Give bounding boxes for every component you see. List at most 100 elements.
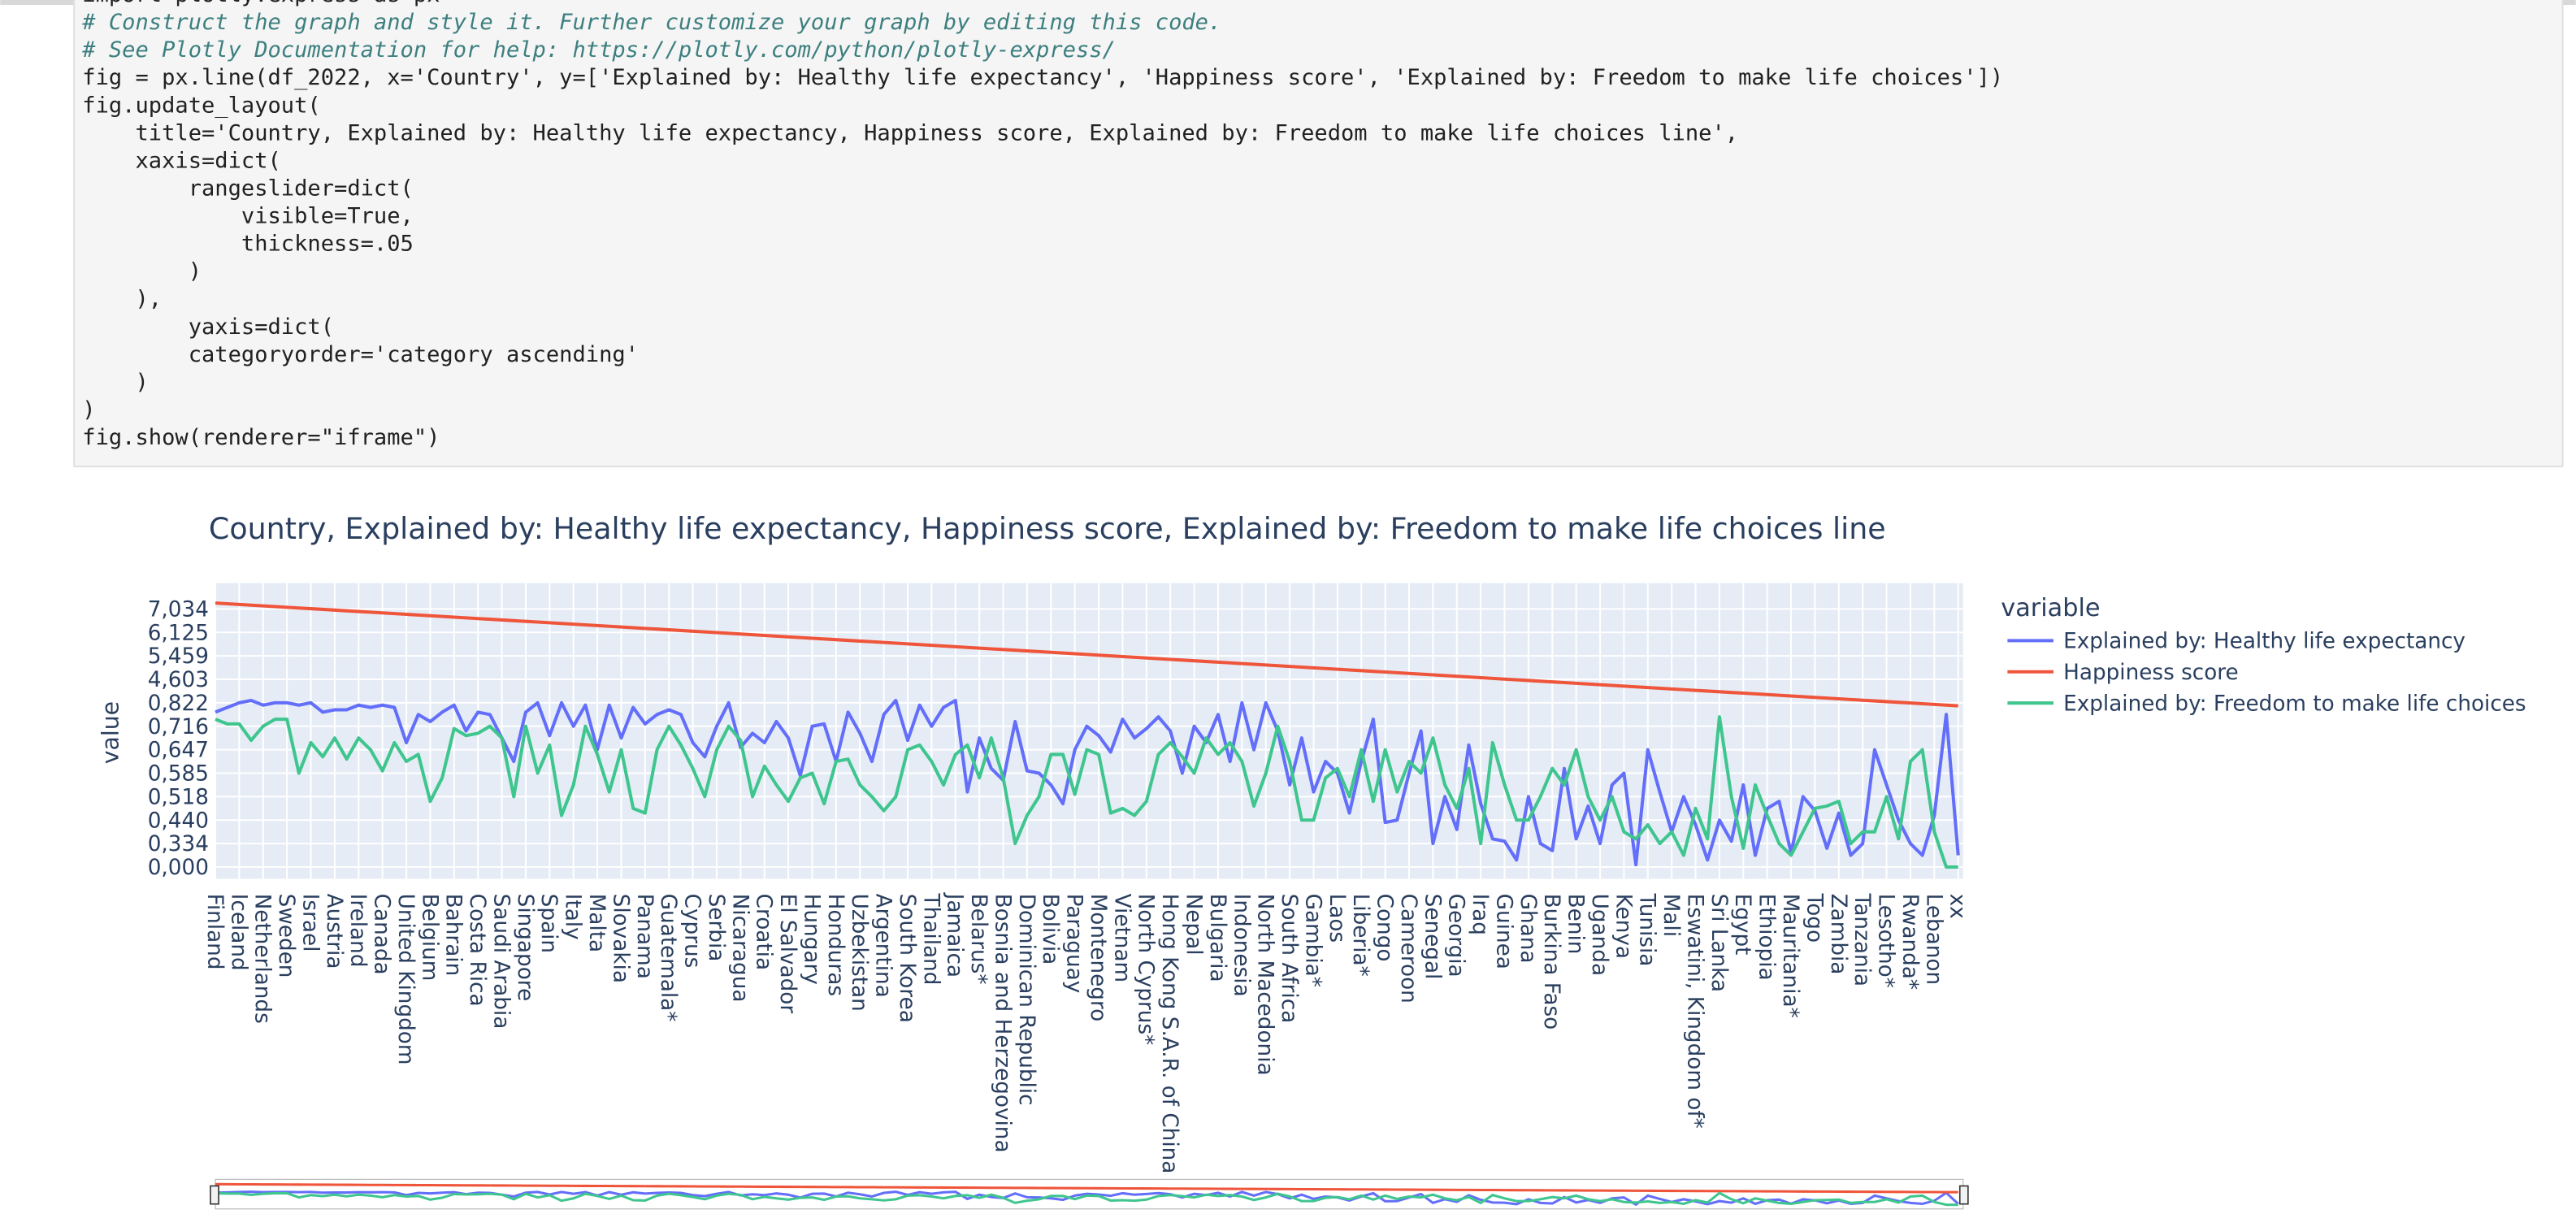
y-axis-title: value [98,701,124,764]
x-tick-label: Rwanda* [1897,894,1922,990]
y-tick-label: 7,034 [148,597,209,622]
x-tick-label: Dominican Republic [1014,894,1039,1106]
x-tick-label: South Africa [1277,894,1301,1024]
range-handle-left[interactable] [210,1185,219,1205]
y-tick-label: 0,822 [148,692,209,716]
legend-title: variable [2001,594,2100,622]
x-tick-label: Tanzania [1850,893,1874,986]
x-tick-label: Bahrain [441,894,466,977]
x-tick-label: Togo [1802,893,1826,943]
series-line [215,715,1958,869]
x-tick-label: Netherlands [250,894,275,1024]
lines [215,601,1960,869]
x-tick-label: Serbia [704,894,728,962]
x-tick-label: Gambia* [1300,894,1325,987]
y-tick-label: 0,000 [148,856,209,880]
x-tick-label: Montenegro [1086,894,1110,1022]
code-line: ) [82,397,95,423]
code-line: visible=True, [82,204,414,229]
code-cell[interactable] [73,0,2564,468]
x-tick-label: Uzbekistan [847,894,871,1012]
series-line [215,698,1960,867]
x-tick-label: Nicaragua [727,894,752,1003]
x-tick-label: Thailand [918,893,943,986]
y-tick-label: 4,603 [148,668,209,692]
x-tick-label: Laos [1325,894,1349,943]
x-tick-label: Malta [584,894,609,952]
x-tick-label: Panama [632,894,657,979]
x-tick-label: Ethiopia [1754,894,1779,981]
x-tick-label: Guatemala* [656,894,680,1022]
x-tick-label: Jamaica [943,892,967,978]
x-tick-label: xx [1945,894,1970,919]
x-tick-label: North Cyprus* [1134,894,1158,1046]
x-tick-label: Iraq [1468,894,1492,935]
x-tick-label: Israel [297,894,322,952]
y-tick-label: 0,647 [148,739,209,763]
x-tick-label: El Salvador [775,894,800,1014]
x-tick-label: Lebanon [1921,894,1945,985]
x-tick-label: Uganda [1587,894,1611,976]
x-tick-label: Hong Kong S.A.R. of China [1157,894,1182,1174]
y-tick-label: 0,716 [148,715,209,739]
code-line: # Construct the graph and style it. Furt… [81,10,1221,35]
x-tick-label: Tunisia [1635,893,1659,967]
x-tick-label: Zambia [1826,894,1850,975]
x-tick-label: Ireland [345,894,370,968]
y-tick-label: 0,334 [148,832,209,856]
legend: Explained by: Healthy life expectancy Hap… [2007,629,2526,716]
range-slider-line [215,1182,1958,1194]
x-tick-label: Senegal [1420,894,1444,980]
code-lines: import plotly.express as px # Construct t… [81,0,2003,450]
series-line [215,601,1958,708]
x-tick-label: Sweden [274,894,298,978]
code-line: rangeslider=dict( [82,176,414,201]
x-tick-label: Mali [1659,894,1683,937]
legend-label: Explained by: Healthy life expectancy [2063,629,2465,653]
legend-label: Happiness score [2063,661,2239,685]
x-tick-label: Benin [1563,894,1588,955]
x-tick-label: Canada [370,894,394,975]
code-line: ) [82,370,149,395]
code-line: ) [82,259,202,284]
legend-item[interactable]: Happiness score [2007,661,2239,685]
x-tick-label: Egypt [1730,894,1754,956]
x-tick-label: Georgia [1444,894,1468,978]
code-line: categoryorder='category ascending' [82,342,639,367]
legend-item[interactable]: Explained by: Healthy life expectancy [2007,629,2465,653]
x-tick-label: Burkina Faso [1539,894,1563,1030]
y-tick-label: 0,518 [148,785,209,809]
code-line: yaxis=dict( [82,314,334,340]
x-tick-label: Italy [561,894,585,940]
x-tick-label: Guinea [1491,894,1516,969]
x-tick-label: Nepal [1181,894,1205,956]
y-tick-label: 0,585 [148,762,209,787]
x-tick-label: Liberia* [1348,894,1373,977]
x-tick-label: Costa Rica [465,894,489,1007]
range-slider-line [215,1191,1958,1207]
x-tick-label: Iceland [226,894,250,971]
x-tick-label: Paraguay [1062,894,1086,994]
range-slider-lines [215,1182,1959,1207]
x-tick-label: Honduras [823,894,848,996]
x-tick-label: Cameroon [1396,894,1420,1004]
x-tick-label: Vietnam [1109,894,1134,982]
code-line: import plotly.express as px [82,0,440,7]
range-handle-right[interactable] [1958,1185,1969,1205]
code-line: ), [82,287,162,312]
x-tick-label: Mauritania* [1778,894,1802,1018]
code-line: title='Country, Explained by: Healthy li… [82,120,1738,145]
code-line: fig.update_layout( [82,93,320,118]
x-tick-label: Bosnia and Herzegovina [990,894,1014,1153]
legend-item[interactable]: Explained by: Freedom to make life choic… [2007,692,2526,716]
x-tick-label: South Korea [895,894,919,1023]
x-tick-label: Belgium [417,894,441,982]
x-tick-label: Belarus* [966,894,991,985]
code-line: fig = px.line(df_2022, x='Country', y=['… [82,65,2003,90]
x-tick-label: United Kingdom [393,894,418,1065]
x-tick-label: Austria [322,894,346,969]
x-tick-label: Kenya [1611,894,1635,959]
x-tick-label: Argentina [871,894,896,998]
